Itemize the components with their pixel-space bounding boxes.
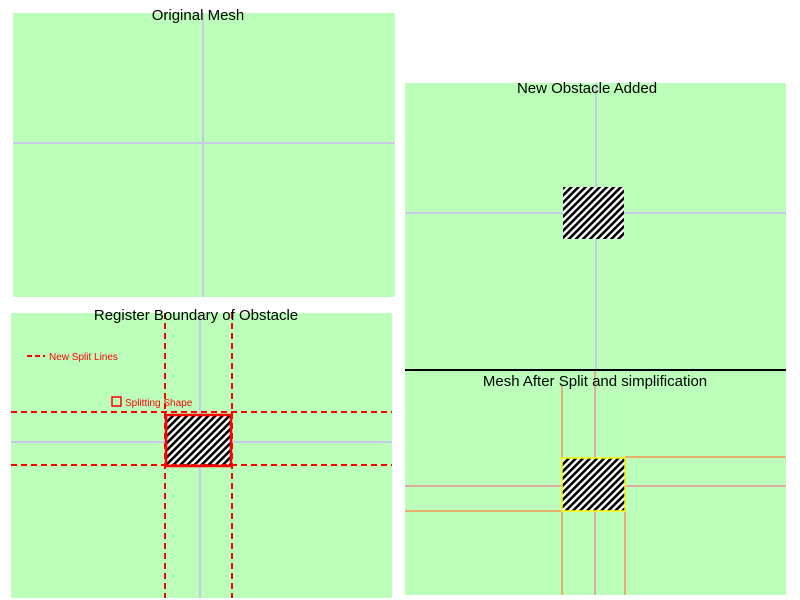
obstacle [166, 415, 231, 466]
obstacle [562, 458, 625, 511]
obstacle [563, 187, 624, 239]
panel-title-result: Mesh After Split and simplification [483, 373, 707, 390]
legend: New Split Lines Splitting Shape [27, 352, 193, 409]
square-outline-icon [111, 396, 122, 407]
panel-new-obstacle: New Obstacle Added [405, 80, 786, 370]
panel-after-split: Mesh After Split and simplification [405, 371, 786, 595]
obstacle-border [561, 457, 626, 512]
panel-register-boundary: New Split Lines Splitting Shape Register… [11, 307, 392, 598]
panel-title-register: Register Boundary of Obstacle [94, 307, 298, 324]
panel-title-original: Original Mesh [152, 7, 245, 24]
legend-label-split-lines: New Split Lines [49, 352, 118, 363]
panel-title-obstacle: New Obstacle Added [517, 80, 657, 97]
splitting-shape-outline [164, 413, 233, 468]
panel-original-mesh: Original Mesh [13, 7, 395, 297]
legend-label-splitting-shape: Splitting Shape [125, 398, 193, 409]
